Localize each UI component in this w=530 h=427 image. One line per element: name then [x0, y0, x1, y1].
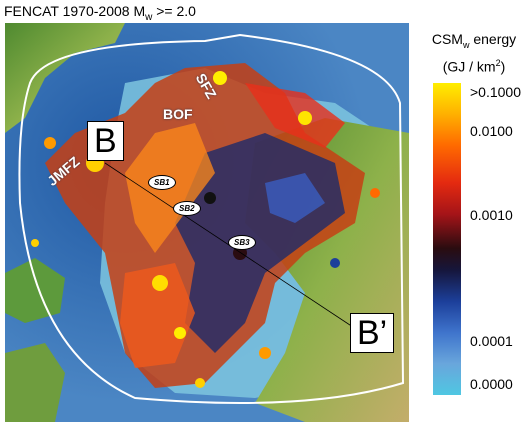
iceland-land	[5, 258, 65, 323]
title-prefix: FENCAT 1970-2008 M	[4, 3, 146, 19]
section-end-B-prime: B’	[350, 313, 395, 353]
map-canvas	[5, 23, 409, 422]
label-bof: BOF	[163, 106, 193, 122]
legend-line2-sup: 2	[495, 57, 501, 68]
earthquake-energy-cells	[31, 63, 380, 388]
title-suffix: >= 2.0	[152, 3, 196, 19]
colorbar-title-line1: CSMw energy	[420, 30, 528, 54]
study-boundary	[18, 33, 405, 404]
energy-colorbar	[433, 83, 461, 395]
label-sb1: SB1	[148, 175, 176, 190]
colorbar-tick-0010: 0.0010	[470, 207, 513, 223]
legend-line1-prefix: CSM	[431, 31, 463, 47]
label-sb2: SB2	[173, 201, 201, 216]
colorbar-tick-zero: 0.0000	[470, 376, 513, 392]
legend-line2-suffix: )	[500, 58, 506, 75]
greenland-land	[5, 23, 125, 133]
legend-line2-prefix: (GJ / km	[442, 58, 496, 75]
section-start-B: B	[87, 121, 124, 161]
label-sb3: SB3	[228, 235, 256, 250]
colorbar-title: CSMw energy (GJ / km2)	[420, 30, 528, 75]
colorbar-title-line2: (GJ / km2)	[420, 54, 528, 76]
uk-land	[5, 343, 65, 422]
map-title: FENCAT 1970-2008 Mw >= 2.0	[4, 2, 196, 27]
title-subscript: w	[145, 11, 153, 23]
colorbar-tick-max: >0.1000	[470, 84, 521, 100]
colorbar-tick-0100: 0.0100	[470, 123, 513, 139]
legend-line1-suffix: energy	[469, 31, 517, 47]
colorbar-tick-0001: 0.0001	[470, 333, 513, 349]
legend-line1-sub: w	[462, 39, 470, 50]
seismic-energy-map: B B’ JMFZ BOF SFZ SB1 SB2 SB3	[5, 23, 409, 422]
